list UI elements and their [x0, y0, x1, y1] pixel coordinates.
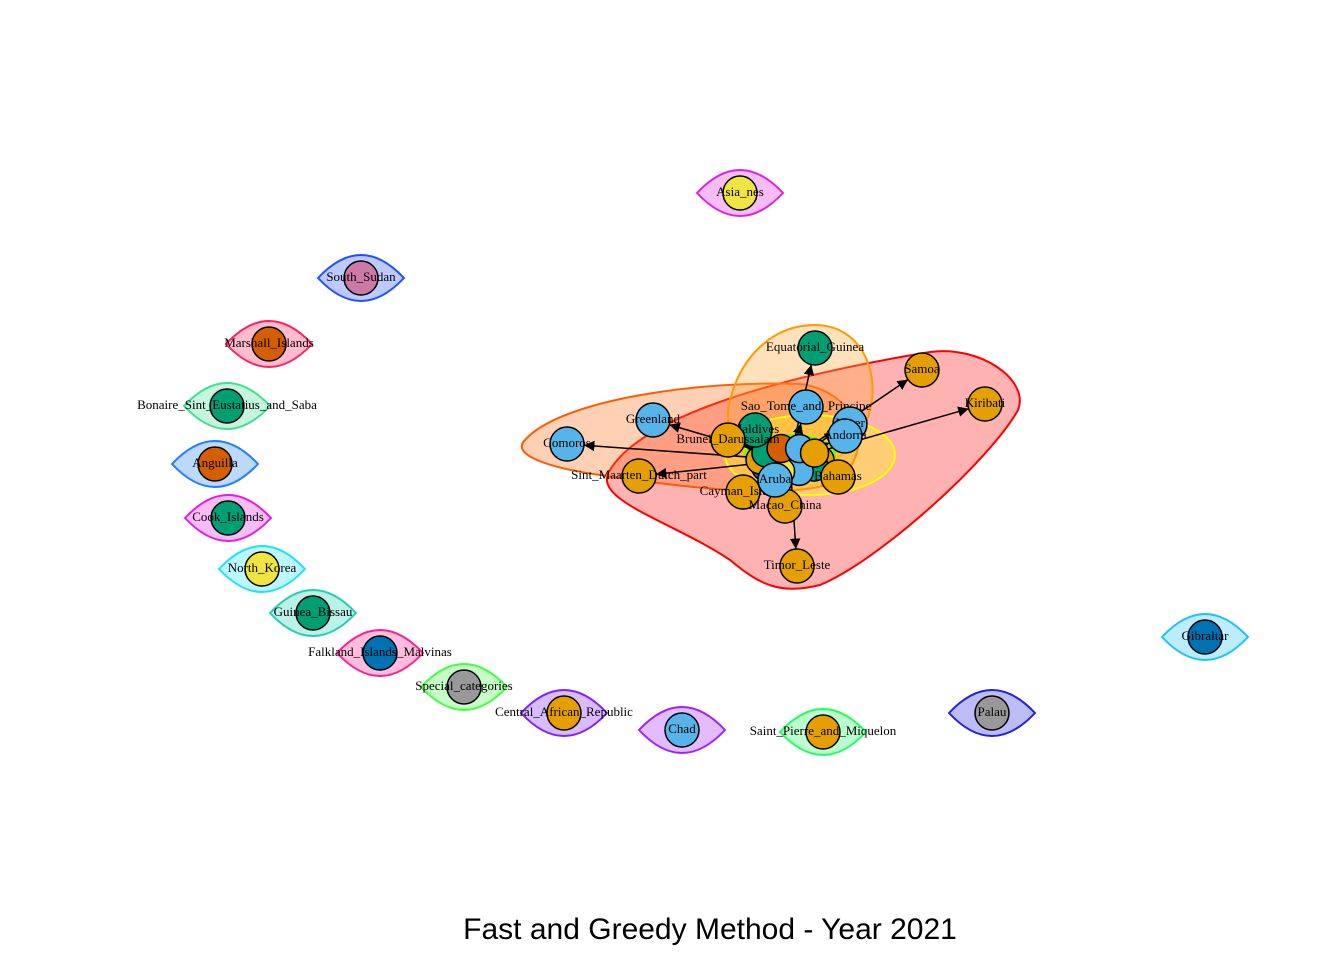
node: [362, 635, 398, 671]
node: [757, 462, 793, 498]
node-label: Falkland_Islands_Malvinas: [308, 644, 452, 659]
node: [621, 458, 657, 494]
node: [820, 459, 856, 495]
nodes: Asia_nes South_Sudan Marshall_Islands Bonai…: [137, 169, 1250, 756]
node: [779, 548, 815, 584]
node: [664, 712, 700, 748]
node-label: Central_African_Republic: [495, 704, 633, 719]
node: [805, 714, 841, 750]
node: [295, 595, 331, 631]
node: [827, 418, 863, 454]
node: [546, 695, 582, 731]
node: [549, 426, 585, 462]
node-label: Cook_Islands: [192, 509, 264, 524]
node-label: South_Sudan: [326, 269, 396, 284]
core-node: [799, 438, 830, 468]
node-label: Bahamas: [814, 468, 862, 483]
node-label: Macao_China: [749, 497, 822, 512]
node-label: Special_categories: [415, 678, 512, 693]
node-label: Samoa: [904, 361, 940, 376]
node-label: Timor_Leste: [764, 557, 831, 572]
node-label: Marshall_Islands: [224, 335, 314, 350]
node-label: Palau: [978, 704, 1007, 719]
node: [635, 402, 671, 438]
node: [251, 326, 287, 362]
node: [1187, 619, 1223, 655]
node: [967, 386, 1003, 422]
node: [725, 474, 761, 510]
node-label: Sint_Maarten_Dutch_part: [571, 467, 707, 482]
node-label: North_Korea: [228, 560, 297, 575]
node: [710, 422, 746, 458]
node-label: Sao_Tome_and_Principe: [741, 398, 872, 413]
node-label: Aruba: [759, 471, 792, 486]
node-label: Asia_nes: [716, 184, 764, 199]
node: [974, 695, 1010, 731]
node-label: Bonaire_Sint_Eustatius_and_Saba: [137, 397, 317, 412]
node-label: Anguilla: [192, 455, 238, 470]
node: [244, 551, 280, 587]
node: [209, 388, 245, 424]
node: [788, 389, 824, 425]
node: [722, 175, 758, 211]
node-label: Greenland: [626, 411, 681, 426]
node-label: Kiribati: [965, 395, 1006, 410]
node: [446, 669, 482, 705]
plot-title: Fast and Greedy Method - Year 2021: [463, 913, 957, 946]
node: [797, 330, 833, 366]
node: [197, 446, 233, 482]
node-label: Brunei_Darussalam: [676, 431, 779, 446]
node-label: Equatorial_Guinea: [766, 339, 864, 354]
node-label: Gibraltar: [1182, 628, 1230, 643]
node-label: Andorra: [823, 427, 867, 442]
node-label: Saint_Pierre_and_Miquelon: [750, 723, 897, 738]
node-label: Chad: [668, 721, 696, 736]
node: [343, 260, 379, 296]
node-label: Guinea_Bissau: [274, 604, 353, 619]
node: [904, 352, 940, 388]
node: [210, 500, 246, 536]
node-label: Comoros: [543, 435, 591, 450]
